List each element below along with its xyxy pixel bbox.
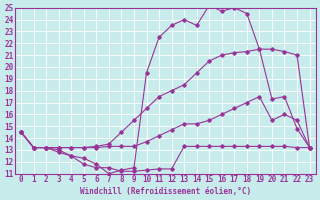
X-axis label: Windchill (Refroidissement éolien,°C): Windchill (Refroidissement éolien,°C) [80, 187, 251, 196]
